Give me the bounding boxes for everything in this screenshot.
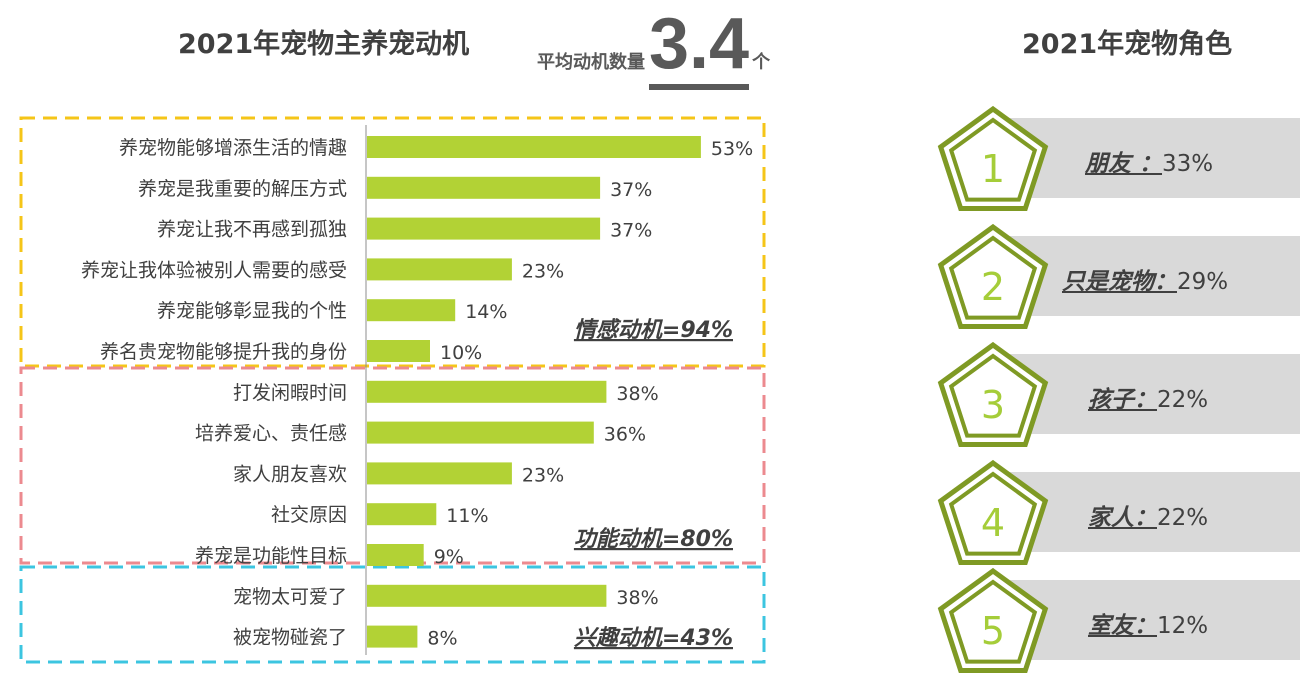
role-name: 朋友 ：	[1085, 151, 1163, 177]
role-value: 22%	[1157, 387, 1209, 413]
role-band	[1010, 472, 1300, 552]
role-value: 12%	[1157, 613, 1209, 639]
value-label: 53%	[711, 138, 753, 160]
avg-motive-value: 3.4	[649, 4, 750, 90]
category-label: 养宠物能够增添生活的情趣	[119, 137, 347, 159]
bar	[367, 544, 424, 566]
role-rank: 1	[981, 147, 1005, 191]
value-label: 23%	[522, 464, 564, 486]
value-label: 37%	[610, 179, 652, 201]
role-name: 室友：	[1088, 613, 1157, 639]
category-label: 打发闲暇时间	[233, 382, 347, 404]
role-band	[1010, 354, 1300, 434]
bar	[367, 503, 437, 526]
value-label: 9%	[434, 546, 464, 568]
role-rank: 5	[981, 609, 1005, 653]
motive-bar-chart: 养宠物能够增添生活的情趣 53% 养宠是我重要的解压方式 37% 养宠让我不再感到孤独 3…	[19, 116, 766, 664]
value-label: 37%	[610, 220, 652, 242]
bar	[367, 217, 601, 240]
role-item: 只是宠物：29%	[1062, 262, 1228, 296]
avg-motive-unit: 个	[752, 52, 771, 73]
role-band	[1010, 236, 1300, 316]
value-label: 23%	[522, 260, 564, 282]
role-item: 室友：12%	[1088, 606, 1208, 640]
role-band	[1010, 580, 1300, 660]
value-label: 10%	[440, 342, 482, 364]
pentagon-badge-icon: 2	[937, 223, 1049, 329]
group-label: 功能动机=80%	[574, 526, 733, 552]
bar	[367, 584, 607, 607]
category-label: 被宠物碰瓷了	[233, 627, 347, 649]
role-value: 29%	[1177, 269, 1229, 295]
role-value: 22%	[1157, 505, 1209, 531]
role-item: 孩子：22%	[1088, 380, 1208, 414]
category-label: 养宠是我重要的解压方式	[138, 178, 347, 200]
bar	[367, 136, 701, 158]
pentagon-badge-icon: 5	[937, 567, 1049, 673]
category-label: 养宠让我体验被别人需要的感受	[81, 259, 347, 281]
pentagon-badge-icon: 3	[937, 341, 1049, 447]
pentagon-badge-icon: 1	[937, 105, 1049, 211]
value-label: 38%	[616, 383, 658, 405]
category-label: 养宠是功能性目标	[195, 545, 347, 567]
category-label: 宠物太可爱了	[233, 586, 347, 608]
role-rank: 4	[981, 501, 1005, 545]
category-label: 养宠让我不再感到孤独	[157, 219, 347, 241]
bar	[367, 421, 594, 444]
category-label: 养名贵宠物能够提升我的身份	[100, 341, 347, 363]
avg-motive-label: 平均动机数量	[537, 52, 645, 73]
pentagon-badge-icon: 4	[937, 459, 1049, 565]
category-label: 家人朋友喜欢	[233, 463, 347, 485]
roles-title: 2021年宠物角色	[1022, 29, 1233, 60]
value-label: 14%	[465, 301, 507, 323]
role-name: 只是宠物：	[1062, 269, 1177, 295]
bar	[367, 258, 512, 281]
bar	[367, 380, 607, 403]
group-box-emotional	[19, 116, 766, 368]
role-item: 家人：22%	[1088, 498, 1208, 532]
role-rank: 2	[981, 265, 1005, 309]
bar	[367, 340, 430, 362]
value-label: 8%	[427, 628, 457, 650]
chart-title: 2021年宠物主养宠动机	[178, 29, 470, 60]
role-name: 孩子：	[1088, 387, 1157, 413]
value-label: 36%	[604, 424, 646, 446]
avg-motive: 平均动机数量 3.4 个	[537, 4, 770, 90]
bar	[367, 176, 601, 199]
bar	[367, 625, 418, 648]
category-label: 社交原因	[271, 504, 347, 526]
value-label: 11%	[446, 505, 488, 527]
bar	[367, 299, 456, 322]
role-rank: 3	[981, 383, 1005, 427]
group-label: 兴趣动机=43%	[574, 626, 733, 651]
value-label: 38%	[616, 587, 658, 609]
role-name: 家人：	[1088, 505, 1157, 531]
role-band	[1010, 118, 1300, 198]
bar	[367, 462, 512, 485]
group-box-interest	[19, 565, 766, 664]
group-label: 情感动机=94%	[574, 318, 733, 343]
category-label: 养宠能够彰显我的个性	[157, 300, 347, 322]
role-value: 33%	[1162, 151, 1214, 177]
role-item: 朋友 ：33%	[1085, 144, 1213, 178]
category-label: 培养爱心、责任感	[195, 423, 347, 445]
